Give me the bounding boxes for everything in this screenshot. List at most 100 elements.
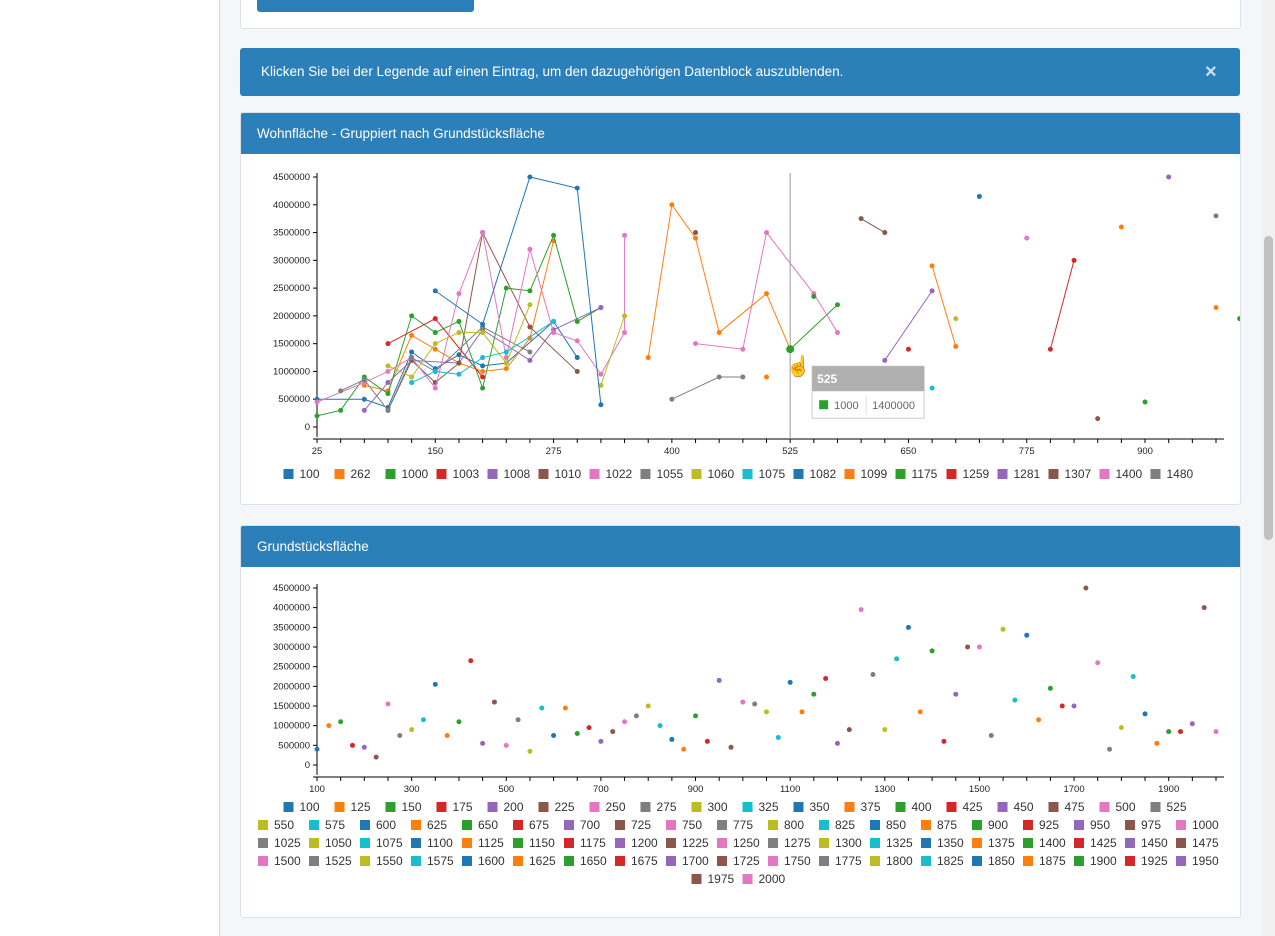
data-point [314, 413, 320, 419]
x-tick-label: 900 [688, 784, 704, 795]
legend-label: 950 [1090, 818, 1110, 832]
card-title: Wohnfläche - Gruppiert nach Grundstücksf… [257, 126, 545, 141]
legend-label: 1175 [912, 467, 938, 481]
legend-swatch [283, 469, 294, 479]
data-point [551, 232, 557, 238]
data-point [574, 338, 580, 344]
legend-label: 1350 [937, 836, 964, 850]
legend-swatch [436, 802, 447, 812]
legend-label: 150 [402, 800, 422, 814]
series-line [1049, 260, 1075, 350]
y-tick-label: 1500000 [273, 701, 310, 712]
y-tick-label: 3000000 [273, 642, 310, 653]
legend-label: 375 [861, 800, 881, 814]
y-tick-label: 2500000 [273, 283, 310, 294]
close-icon[interactable]: × [1205, 61, 1217, 83]
legend-swatch [997, 802, 1008, 812]
legend-label: 1300 [835, 836, 862, 850]
legend-swatch [666, 838, 676, 848]
scrollbar[interactable] [1262, 0, 1275, 936]
data-point [988, 733, 994, 738]
data-point [834, 302, 840, 308]
data-point [693, 235, 699, 241]
x-tick-label: 775 [1019, 446, 1035, 457]
data-point [361, 744, 367, 750]
legend-label: 700 [580, 818, 600, 832]
y-tick-label: 3000000 [273, 255, 310, 266]
legend-swatch [691, 802, 702, 812]
legend-swatch [411, 820, 421, 830]
data-point [693, 713, 699, 719]
legend-label: 1400 [1039, 836, 1066, 850]
legend-swatch [309, 838, 319, 848]
legend-swatch [793, 469, 804, 479]
legend-label: 1150 [529, 836, 555, 850]
legend-label: 1000 [402, 467, 429, 481]
data-point [586, 725, 592, 731]
data-point [409, 349, 415, 355]
data-point [385, 363, 391, 369]
data-point [811, 691, 817, 697]
legend-label: 1480 [1167, 467, 1194, 481]
legend-label: 1425 [1090, 836, 1117, 850]
data-point [834, 330, 840, 336]
legend-swatch [589, 469, 600, 479]
data-point [905, 624, 911, 630]
data-point [409, 380, 415, 386]
data-point [432, 288, 438, 294]
data-point [929, 648, 935, 654]
legend-swatch [870, 856, 880, 866]
x-tick-label: 25 [312, 446, 323, 457]
data-point [953, 691, 959, 697]
x-tick-label: 700 [593, 784, 609, 795]
data-point [361, 407, 367, 413]
legend-label: 1950 [1192, 854, 1219, 868]
data-point [1178, 729, 1184, 735]
scrollbar-thumb[interactable] [1264, 236, 1273, 540]
y-tick-label: 2000000 [273, 311, 310, 322]
legend-swatch [360, 856, 370, 866]
legend-label: 1375 [988, 836, 1015, 850]
data-point [456, 360, 462, 366]
legend-swatch [768, 820, 778, 830]
legend-label: 525 [1167, 800, 1187, 814]
legend-swatch [640, 802, 651, 812]
data-point [456, 291, 462, 297]
legend-label: 325 [759, 800, 779, 814]
legend-label: 275 [657, 800, 677, 814]
tooltip-swatch [819, 400, 829, 410]
legend-label: 1850 [988, 854, 1015, 868]
legend-swatch [538, 469, 549, 479]
data-point [1059, 703, 1065, 709]
legend-swatch [309, 820, 319, 830]
x-tick-label: 900 [1137, 446, 1153, 457]
upper-card-button[interactable] [257, 0, 474, 12]
data-point [574, 368, 580, 374]
data-point [882, 727, 888, 733]
legend-swatch [1150, 802, 1161, 812]
data-point [894, 656, 900, 662]
data-point [1130, 674, 1136, 679]
alert-text: Klicken Sie bei der Legende auf einen Ei… [261, 64, 844, 79]
data-point [645, 355, 651, 361]
data-point [527, 335, 533, 341]
y-tick-label: 2000000 [273, 681, 310, 692]
data-point [480, 363, 486, 369]
legend-swatch [309, 856, 319, 866]
data-point [527, 357, 533, 363]
legend-swatch [844, 469, 855, 479]
data-point [598, 371, 604, 377]
legend-label: 1050 [325, 836, 352, 850]
legend-swatch [1048, 469, 1059, 479]
legend-swatch [768, 838, 778, 848]
y-tick-label: 0 [305, 422, 310, 433]
legend-label: 1225 [682, 836, 709, 850]
legend-swatch [717, 838, 727, 848]
legend-label: 1008 [504, 467, 531, 481]
legend-swatch [538, 802, 549, 812]
legend-label: 1900 [1090, 854, 1117, 868]
legend-swatch [1074, 856, 1084, 866]
data-point [1166, 729, 1172, 735]
data-point [1095, 660, 1101, 666]
data-point [527, 174, 533, 180]
